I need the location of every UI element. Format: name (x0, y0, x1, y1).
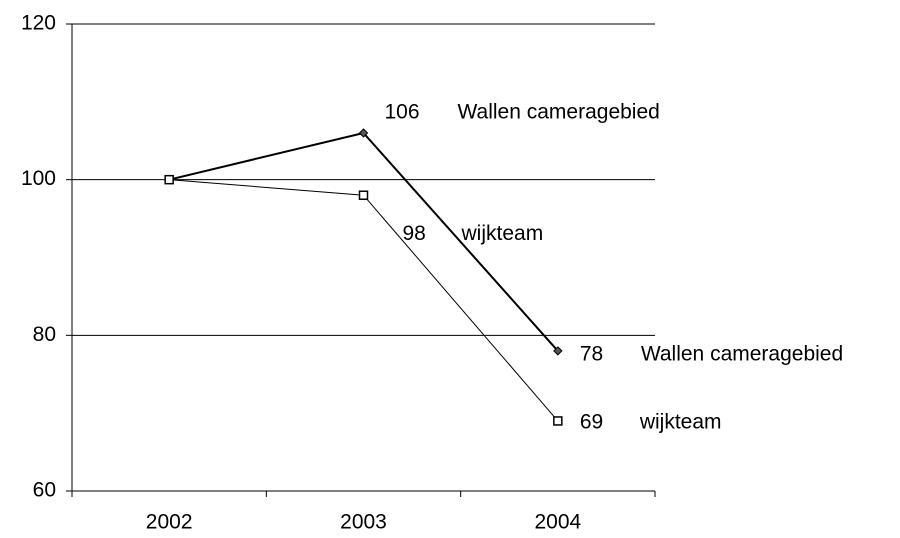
series-label: wijkteam (461, 222, 544, 245)
data-label: 69 (580, 410, 603, 433)
y-tick-label: 60 (33, 479, 56, 502)
data-label: 106 (385, 101, 420, 124)
series-line (169, 179, 559, 422)
data-label: 98 (403, 222, 426, 245)
series-label: wijkteam (639, 410, 722, 433)
marker (358, 128, 369, 138)
data-label: 78 (580, 342, 603, 365)
marker (358, 190, 369, 200)
marker (553, 416, 563, 426)
y-tick-label: 100 (21, 167, 56, 190)
marker (164, 174, 174, 185)
x-tick-label: 2004 (534, 511, 581, 534)
series-label: Wallen cameragebied (458, 101, 660, 124)
y-tick-label: 80 (33, 323, 56, 346)
x-tick-label: 2003 (340, 511, 387, 534)
marker (553, 346, 563, 356)
series-label: Wallen cameragebied (641, 342, 843, 365)
y-tick-label: 120 (21, 12, 56, 35)
x-tick-label: 2002 (146, 511, 193, 534)
